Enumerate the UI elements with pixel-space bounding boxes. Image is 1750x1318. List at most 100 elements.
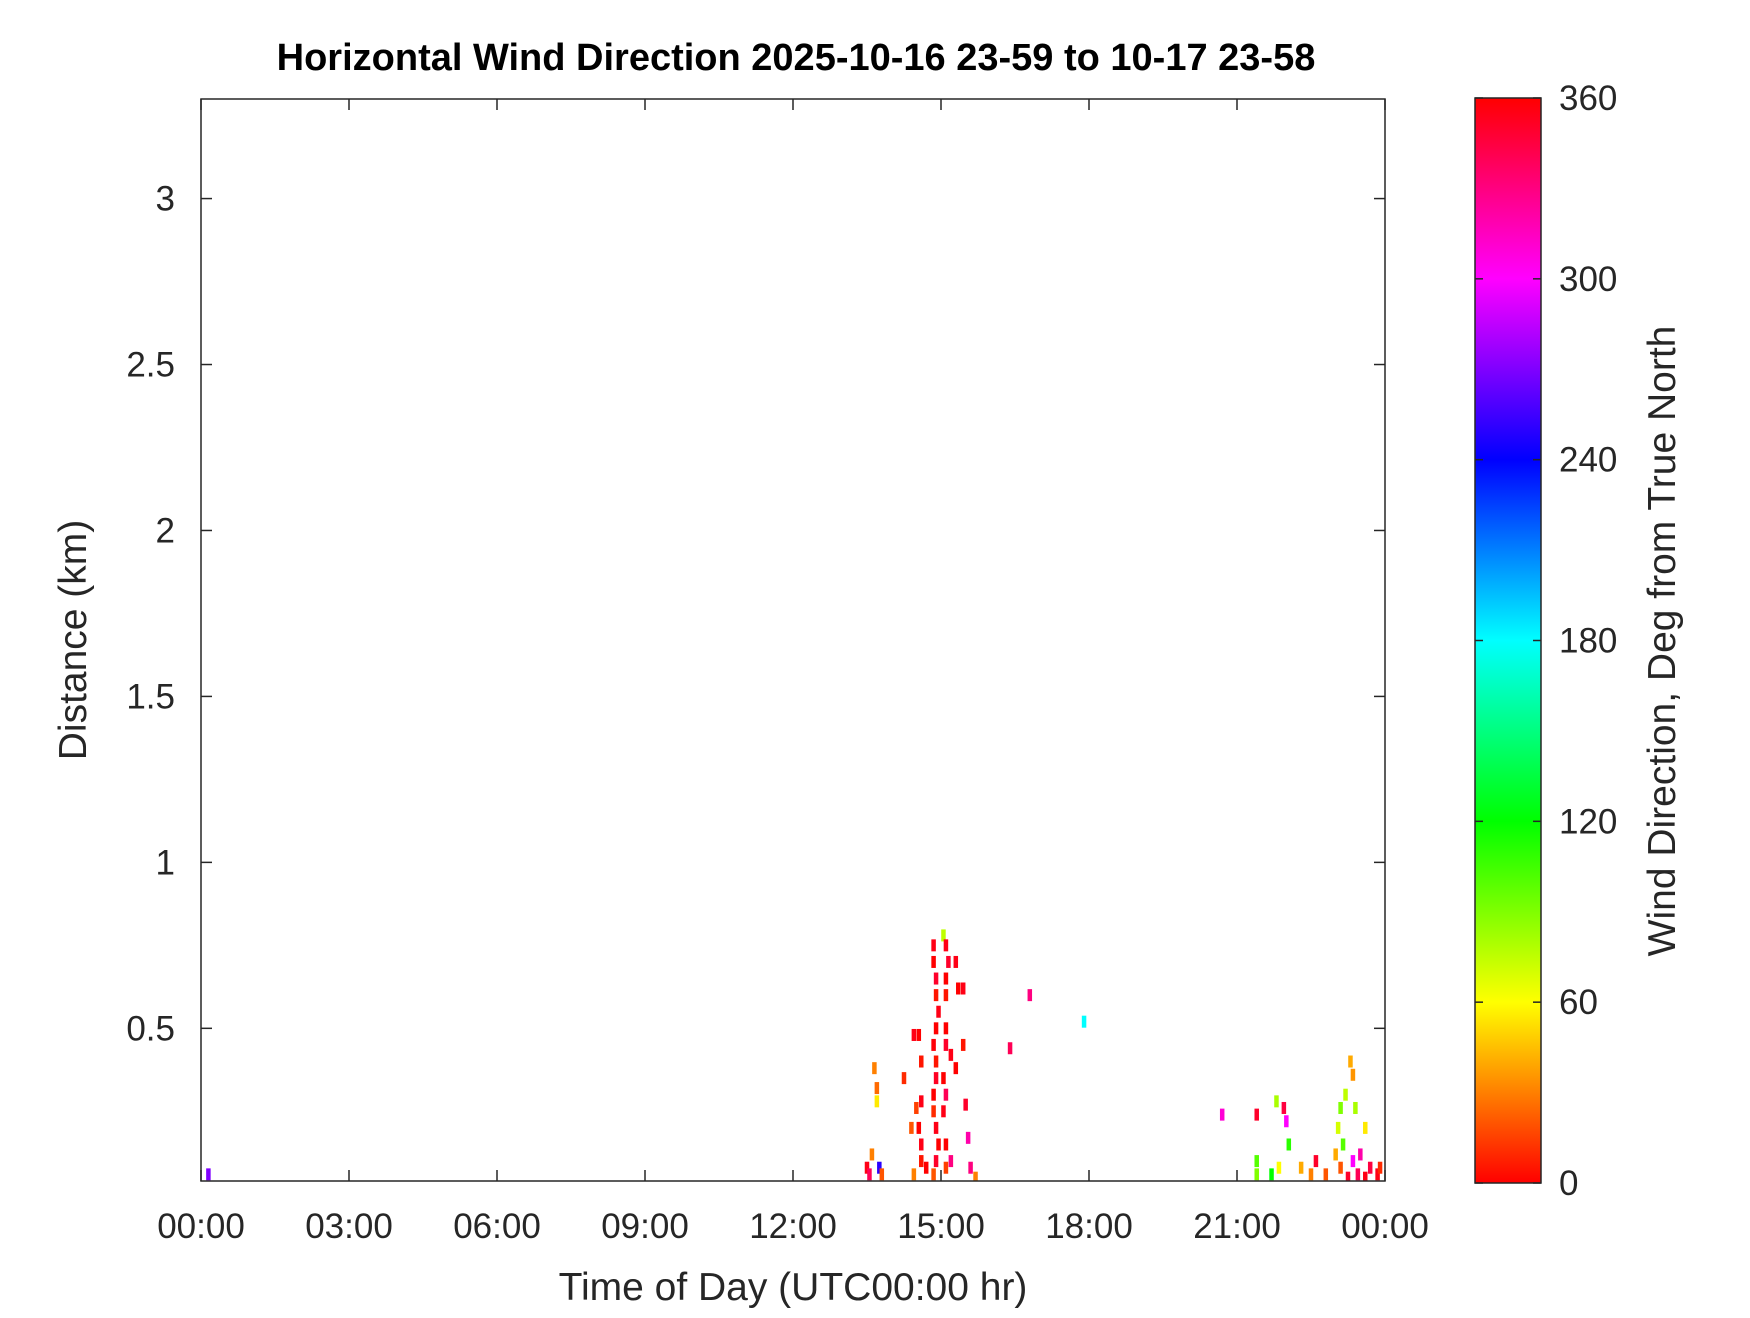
colorbar-tick-label: 360 [1559, 79, 1617, 118]
cell [948, 1155, 954, 1168]
cell [933, 1155, 939, 1168]
cell [1348, 1055, 1353, 1068]
cell [872, 1062, 877, 1075]
colorbar-tick-label: 240 [1559, 441, 1617, 480]
colorbar-tick-label: 180 [1559, 622, 1617, 661]
cell [1340, 1138, 1346, 1151]
cell [960, 982, 966, 995]
cell [1081, 1015, 1087, 1028]
cell [919, 1095, 924, 1108]
cell [1363, 1171, 1368, 1181]
cell [874, 1082, 880, 1095]
cell [1007, 1042, 1013, 1055]
cell [901, 1072, 907, 1085]
cell [1355, 1168, 1361, 1181]
cell [911, 1028, 917, 1041]
cell [864, 1161, 870, 1174]
cell [1254, 1168, 1259, 1181]
cell [943, 1088, 949, 1101]
cell [931, 1105, 936, 1118]
cell [933, 989, 939, 1002]
y-tick-label: 2 [156, 511, 175, 550]
x-tick-label: 12:00 [749, 1207, 837, 1246]
cell [1276, 1161, 1282, 1174]
cell [1286, 1138, 1292, 1151]
colorbar [1474, 97, 1542, 1184]
cell [1027, 989, 1033, 1002]
cell [936, 1138, 941, 1151]
cell [1254, 1155, 1259, 1168]
cells [206, 929, 1383, 1181]
cell [877, 1161, 882, 1174]
cell [1308, 1168, 1314, 1181]
x-tick-label: 09:00 [601, 1207, 689, 1246]
cell [1343, 1088, 1348, 1101]
colorbar-tick-label: 120 [1559, 802, 1617, 841]
cell [1219, 1108, 1225, 1121]
cell [867, 1168, 872, 1181]
cell [943, 1138, 949, 1151]
y-axis-label: Distance (km) [52, 520, 95, 761]
cell [931, 1088, 936, 1101]
cell [1269, 1168, 1274, 1181]
cell [1353, 1101, 1358, 1114]
cell [933, 1055, 939, 1068]
cell [963, 1098, 968, 1111]
x-tick-label: 00:00 [1341, 1207, 1429, 1246]
cell [919, 1155, 924, 1168]
cell [919, 1055, 924, 1068]
cell [943, 972, 949, 985]
cell [1313, 1155, 1319, 1168]
cell [943, 1022, 949, 1035]
cell [946, 955, 951, 968]
cell [931, 1038, 936, 1051]
colorbar-label: Wind Direction, Deg from True North [1641, 326, 1684, 957]
cell [1375, 1168, 1380, 1181]
cell [1350, 1068, 1356, 1081]
cell [923, 1161, 929, 1174]
cell [943, 989, 949, 1002]
cell [941, 929, 946, 942]
colorbar-tick-label: 300 [1559, 260, 1617, 299]
x-tick-label: 06:00 [453, 1207, 541, 1246]
cell [965, 1131, 971, 1144]
x-axis-label: Time of Day (UTC00:00 hr) [559, 1266, 1028, 1309]
cell [911, 1168, 917, 1181]
x-tick-label: 00:00 [157, 1207, 245, 1246]
cell [1281, 1101, 1287, 1114]
x-tick-label: 18:00 [1045, 1207, 1133, 1246]
cell [943, 1038, 949, 1051]
x-tick-label: 03:00 [305, 1207, 393, 1246]
cell [1358, 1148, 1363, 1161]
cell [879, 1168, 885, 1181]
cell [931, 939, 936, 952]
chart-title: Horizontal Wind Direction 2025-10-16 23-… [277, 37, 1316, 79]
colorbar-tick-label: 60 [1559, 983, 1598, 1022]
cell [909, 1121, 914, 1134]
cell [933, 1022, 939, 1035]
cell [956, 982, 961, 995]
cell [1284, 1115, 1289, 1128]
cell [936, 1005, 941, 1018]
cell [914, 1101, 919, 1114]
cell [1345, 1171, 1351, 1181]
cell [931, 955, 936, 968]
cell [1298, 1161, 1304, 1174]
x-tick-label: 15:00 [897, 1207, 985, 1246]
cell [1338, 1161, 1343, 1174]
cell [874, 1095, 880, 1108]
cell [1333, 1148, 1338, 1161]
cell [931, 1168, 936, 1181]
cell [1338, 1101, 1343, 1114]
cell [916, 1121, 922, 1134]
cell [943, 1161, 949, 1174]
cell [919, 1138, 924, 1151]
y-tick-label: 1.5 [126, 677, 175, 716]
y-tick-label: 0.5 [126, 1009, 175, 1048]
cell [1254, 1108, 1259, 1121]
cell [960, 1038, 966, 1051]
cell [933, 1072, 939, 1085]
cell [943, 939, 949, 952]
cell [953, 1062, 959, 1075]
